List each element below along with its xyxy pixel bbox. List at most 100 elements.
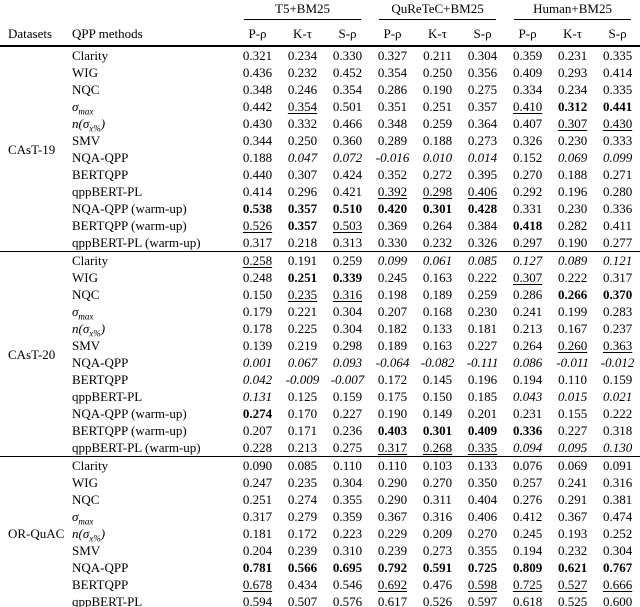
value-cell: 0.304 bbox=[467, 48, 498, 63]
value-cell: 0.283 bbox=[602, 304, 633, 319]
value-cell: 0.276 bbox=[512, 492, 543, 507]
value-cell: 0.232 bbox=[557, 543, 588, 558]
value-cell: 0.231 bbox=[557, 48, 588, 63]
value-cell: 0.280 bbox=[602, 184, 633, 199]
value-cell: 0.103 bbox=[422, 458, 453, 473]
table-row: SMV 0.204 0.239 0.310 0.239 0.273 0.355 0.194 0.… bbox=[0, 542, 640, 559]
column-header-p-rho: P-ρ bbox=[383, 26, 402, 41]
value-cell: 0.526 bbox=[242, 218, 273, 233]
value-cell: 0.069 bbox=[557, 458, 588, 473]
value-cell: 0.420 bbox=[377, 201, 408, 216]
value-cell: 0.339 bbox=[332, 270, 363, 285]
method-label: SMV bbox=[72, 338, 101, 353]
value-cell: 0.403 bbox=[377, 423, 408, 438]
value-cell: 0.381 bbox=[602, 492, 633, 507]
value-cell: 0.209 bbox=[422, 526, 453, 541]
value-cell: 0.304 bbox=[332, 321, 363, 336]
value-cell: 0.312 bbox=[557, 99, 588, 114]
value-cell: 0.181 bbox=[242, 526, 273, 541]
value-cell: 0.211 bbox=[423, 48, 452, 63]
value-cell: 0.412 bbox=[512, 509, 543, 524]
dataset-label: OR-QuAC bbox=[8, 526, 65, 541]
value-cell: 0.301 bbox=[422, 201, 453, 216]
value-cell: 0.251 bbox=[422, 99, 453, 114]
value-cell: 0.213 bbox=[512, 321, 543, 336]
value-cell: 0.369 bbox=[377, 218, 408, 233]
value-cell: 0.222 bbox=[467, 270, 498, 285]
value-cell: 0.316 bbox=[422, 509, 453, 524]
value-cell: 0.204 bbox=[242, 543, 273, 558]
table-row: NQA-QPP 0.781 0.566 0.695 0.792 0.591 0.725 0.8… bbox=[0, 559, 640, 576]
value-cell: 0.245 bbox=[377, 270, 408, 285]
value-cell: 0.257 bbox=[512, 475, 543, 490]
value-cell: 0.093 bbox=[332, 355, 363, 370]
value-cell: 0.196 bbox=[467, 372, 498, 387]
value-cell: 0.434 bbox=[287, 577, 318, 592]
value-cell: 0.219 bbox=[287, 338, 318, 353]
value-cell: 0.159 bbox=[332, 389, 363, 404]
value-cell: 0.089 bbox=[557, 253, 588, 268]
value-cell: 0.421 bbox=[332, 184, 363, 199]
value-cell: 0.014 bbox=[467, 150, 498, 165]
value-cell: 0.526 bbox=[422, 594, 453, 607]
value-cell: 0.344 bbox=[242, 133, 273, 148]
value-cell: 0.335 bbox=[467, 440, 498, 455]
dataset-label: CAsT-19 bbox=[8, 141, 56, 157]
value-cell: 0.354 bbox=[287, 99, 318, 114]
method-label: qppBERT-PL (warm-up) bbox=[72, 235, 201, 250]
value-cell: 0.356 bbox=[467, 65, 498, 80]
value-cell: 0.317 bbox=[242, 509, 273, 524]
value-cell: -0.111 bbox=[466, 355, 499, 370]
value-cell: 0.223 bbox=[332, 526, 363, 541]
value-cell: 0.678 bbox=[242, 577, 273, 592]
value-cell: 0.327 bbox=[377, 48, 408, 63]
value-cell: 0.222 bbox=[602, 406, 633, 421]
value-cell: 0.318 bbox=[602, 423, 633, 438]
value-cell: 0.130 bbox=[602, 440, 633, 455]
value-cell: 0.236 bbox=[332, 423, 363, 438]
value-cell: 0.042 bbox=[242, 372, 273, 387]
value-cell: 0.618 bbox=[512, 594, 543, 607]
value-cell: 0.259 bbox=[332, 253, 363, 268]
value-cell: 0.452 bbox=[332, 65, 363, 80]
value-cell: 0.190 bbox=[377, 406, 408, 421]
value-cell: 0.301 bbox=[422, 423, 453, 438]
method-label: σmax bbox=[72, 304, 94, 322]
value-cell: 0.182 bbox=[377, 321, 408, 336]
value-cell: 0.501 bbox=[332, 99, 363, 114]
table-row: OR-QuAC Clarity 0.090 0.085 0.110 0.110 0.103 0… bbox=[0, 457, 640, 541]
value-cell: 0.245 bbox=[512, 526, 543, 541]
method-label: NQA-QPP bbox=[72, 560, 129, 575]
value-cell: -0.009 bbox=[285, 372, 320, 387]
value-cell: 0.235 bbox=[287, 287, 318, 302]
value-cell: 0.095 bbox=[557, 440, 588, 455]
method-label: σmax bbox=[72, 509, 94, 527]
value-cell: 0.188 bbox=[422, 133, 453, 148]
method-label: qppBERT-PL bbox=[72, 594, 143, 607]
value-cell: 0.395 bbox=[467, 167, 498, 182]
sub-header-row: Datasets QPP methods P-ρ K-τ S-ρ P-ρ K-τ… bbox=[0, 20, 640, 46]
value-cell: 0.348 bbox=[377, 116, 408, 131]
value-cell: 0.304 bbox=[602, 543, 633, 558]
method-label: Clarity bbox=[72, 253, 109, 268]
value-cell: 0.193 bbox=[557, 526, 588, 541]
value-cell: 0.234 bbox=[287, 48, 318, 63]
value-cell: 0.367 bbox=[377, 509, 408, 524]
value-cell: 0.145 bbox=[422, 372, 453, 387]
value-cell: 0.191 bbox=[287, 253, 318, 268]
value-cell: 0.313 bbox=[332, 235, 363, 250]
value-cell: 0.310 bbox=[332, 543, 363, 558]
value-cell: 0.259 bbox=[467, 287, 498, 302]
column-header-k-tau: K-τ bbox=[293, 26, 312, 41]
table-row: NQC 0.251 0.274 0.355 0.290 0.311 0.404 0.276 0.… bbox=[0, 491, 640, 508]
value-cell: 0.695 bbox=[332, 560, 363, 575]
method-label: BERTQPP (warm-up) bbox=[72, 423, 187, 438]
value-cell: 0.155 bbox=[557, 406, 588, 421]
value-cell: 0.207 bbox=[377, 304, 408, 319]
value-cell: 0.476 bbox=[422, 577, 453, 592]
value-cell: 0.409 bbox=[467, 423, 498, 438]
value-cell: 0.430 bbox=[242, 116, 273, 131]
value-cell: 0.061 bbox=[422, 253, 453, 268]
